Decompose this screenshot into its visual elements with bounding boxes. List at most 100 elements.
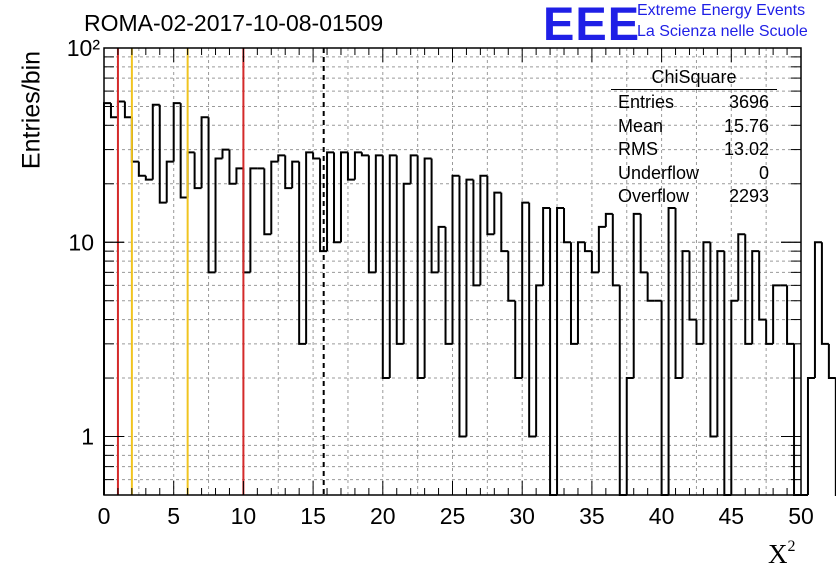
histogram-bin — [291, 160, 300, 189]
histogram-bin — [249, 167, 258, 273]
histogram-bin — [625, 377, 634, 495]
histogram-bin — [674, 208, 683, 380]
histogram-bin — [514, 300, 523, 380]
histogram-bin — [597, 225, 606, 273]
histogram-bin — [395, 155, 404, 345]
histogram-bin — [632, 212, 641, 379]
x-tick-label: 10 — [231, 503, 257, 529]
histogram-bin — [646, 272, 655, 302]
histogram-bin — [458, 175, 467, 438]
histogram-bin — [820, 242, 829, 345]
histogram-bin — [569, 242, 578, 345]
stats-row-rms: RMS 13.02 — [611, 138, 777, 162]
histogram-bin — [688, 251, 697, 321]
histogram-bin — [681, 250, 690, 379]
histogram-bin — [437, 225, 446, 273]
y-axis-label: Entries/bin — [17, 50, 46, 170]
histogram-bin — [583, 242, 592, 253]
histogram-bin — [827, 343, 836, 380]
histogram-bin — [423, 157, 432, 379]
histogram-bin — [339, 151, 348, 243]
axis-ticks: 0 5 10 15 20 25 30 35 40 45 50 1 10 10² — [67, 35, 814, 529]
histogram-bin — [270, 160, 279, 235]
histogram-bin — [277, 154, 286, 162]
logo-tagline-1: Extreme Energy Events — [637, 2, 806, 19]
x-tick-label: 35 — [579, 503, 605, 529]
histogram-bin — [500, 192, 509, 253]
histogram-bin — [374, 154, 383, 273]
stats-value: 0 — [758, 162, 769, 183]
stats-title: ChiSquare — [611, 66, 777, 90]
marker-lines — [116, 48, 325, 495]
x-tick-label: 30 — [509, 503, 535, 529]
histogram-bin — [116, 100, 125, 118]
histogram-bin — [723, 251, 732, 496]
histogram-bin — [158, 104, 167, 204]
histogram-bin — [786, 285, 795, 345]
histogram-bin — [109, 103, 118, 119]
histogram-bin — [751, 250, 760, 344]
histogram-bin — [451, 174, 460, 344]
histogram-bin — [702, 241, 711, 344]
x-tick-label: 45 — [719, 503, 745, 529]
histogram-bin — [200, 116, 209, 189]
histogram-bin — [667, 207, 676, 495]
x-axis-label: X2 — [768, 538, 796, 569]
histogram-bin — [346, 152, 355, 181]
histogram-bin — [472, 179, 481, 287]
histogram-bin — [813, 241, 822, 379]
histogram-bin — [319, 158, 328, 253]
histogram-bin — [744, 234, 753, 345]
stats-value: 3696 — [728, 92, 769, 112]
y-tick-label: 1 — [81, 424, 94, 450]
histogram-bin — [465, 178, 474, 437]
histogram-bin — [486, 175, 495, 236]
histogram-bin — [284, 155, 293, 190]
histogram-bin — [772, 284, 781, 344]
stats-value: 15.76 — [723, 115, 769, 136]
x-tick-label: 40 — [649, 503, 675, 529]
histogram-bin — [576, 241, 585, 344]
histogram-bin — [312, 152, 321, 160]
histogram-bin — [130, 117, 139, 163]
x-tick-label: 50 — [788, 503, 814, 529]
histogram-bin — [604, 212, 613, 227]
histogram-bin — [353, 151, 362, 180]
stats-row-mean: Mean 15.76 — [611, 115, 777, 139]
histogram-bin — [507, 251, 516, 302]
histogram-bin — [806, 377, 815, 495]
histogram-bin — [228, 149, 237, 185]
x-tick-label: 5 — [167, 503, 180, 529]
histogram-bin — [333, 152, 341, 244]
stats-label: Mean — [618, 115, 664, 136]
histogram-bin — [793, 343, 801, 496]
histogram-bin — [493, 191, 502, 235]
histogram-bin — [263, 168, 272, 236]
histogram-bin — [730, 299, 739, 495]
stats-label: Overflow — [618, 186, 690, 206]
histogram-bin — [326, 151, 335, 252]
stats-label: Entries — [618, 92, 675, 112]
histogram-bin — [563, 208, 571, 244]
histogram-bin — [618, 285, 627, 496]
histogram-bin — [381, 155, 390, 380]
histogram-bin — [172, 102, 181, 162]
stats-row-entries: Entries 3696 — [611, 91, 777, 115]
stats-row-underflow: Underflow 0 — [611, 162, 777, 186]
histogram-bin — [709, 242, 718, 438]
histogram-bin — [367, 155, 376, 274]
histogram-bin — [765, 319, 774, 345]
histogram-bin — [207, 117, 216, 274]
histogram-bin — [305, 151, 314, 344]
histogram-bin — [556, 207, 565, 495]
stats-label: RMS — [618, 139, 658, 159]
histogram-bin — [660, 300, 669, 496]
histogram-bin — [716, 250, 725, 437]
histogram-bin — [444, 226, 453, 345]
histogram-bin — [402, 182, 411, 344]
x-tick-label: 0 — [98, 503, 111, 529]
histogram-bin — [758, 251, 767, 321]
stats-row-overflow: Overflow 2293 — [611, 185, 777, 209]
histogram-bin — [430, 158, 439, 274]
